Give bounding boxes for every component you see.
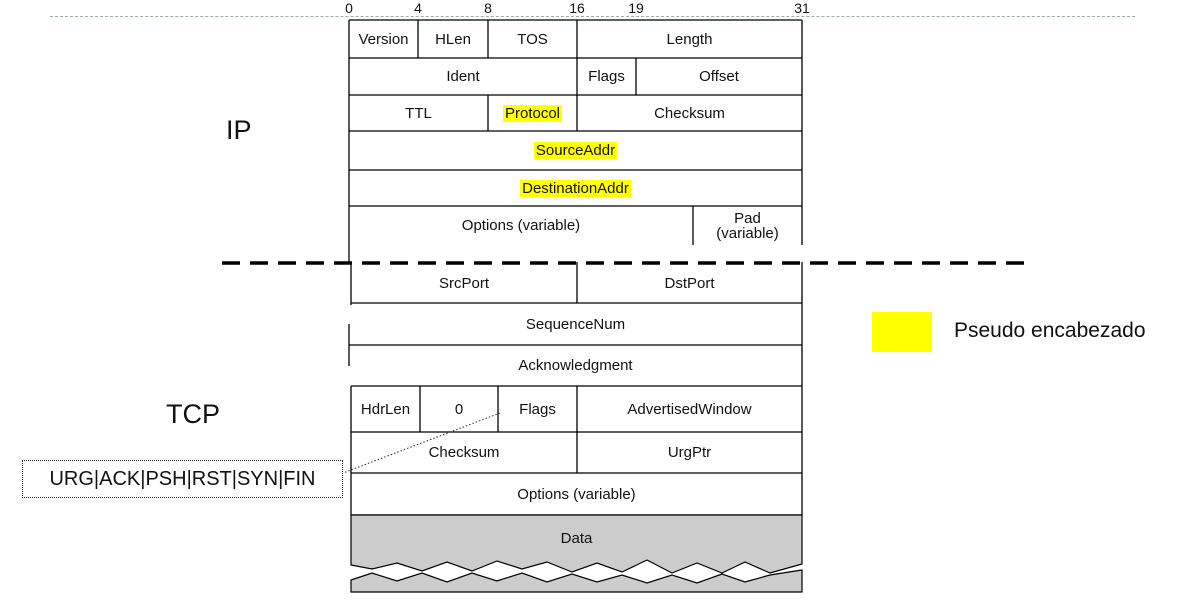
tcp-dst-port-label: DstPort	[664, 275, 715, 292]
ip-length-label: Length	[666, 30, 713, 48]
ip-offset-field: Offset	[636, 58, 802, 95]
ip-pad-label: Pad	[734, 209, 761, 227]
top-divider-line	[50, 16, 1135, 17]
tcp-zero-label: 0	[454, 400, 464, 418]
bit-label-31: 31	[794, 0, 810, 16]
ip-ident-label: Ident	[446, 68, 480, 85]
ip-section-label: IP	[226, 115, 252, 145]
ip-ident-field: Ident	[349, 58, 577, 95]
ip-flags-field: Flags	[577, 58, 636, 95]
tcp-zero-field: 0	[420, 386, 498, 432]
ip-source-addr-field: SourceAddr	[349, 131, 802, 170]
ip-version-field: Version	[349, 20, 418, 58]
tcp-sequence-num-label: SequenceNum	[525, 315, 626, 333]
bit-label-19: 19	[628, 0, 644, 16]
tcp-options-field: Options (variable)	[351, 473, 802, 515]
tcp-checksum-label: Checksum	[428, 444, 500, 461]
ip-ttl-label: TTL	[405, 104, 432, 122]
tcp-src-port-label: SrcPort	[438, 275, 489, 292]
ip-options-label: Options (variable)	[461, 217, 581, 234]
tcp-options-label: Options (variable)	[517, 485, 636, 503]
tcp-flags-callout: URG|ACK|PSH|RST|SYN|FIN	[22, 460, 343, 498]
ip-hlen-label: HLen	[435, 30, 471, 48]
tcp-checksum-field: Checksum	[351, 432, 577, 473]
ip-pad-field: Pad (variable)	[693, 206, 802, 245]
legend-label: Pseudo encabezado	[954, 319, 1146, 342]
ip-ttl-field: TTL	[349, 95, 488, 131]
tcp-advertised-window-field: AdvertisedWindow	[577, 386, 802, 432]
tcp-hdr-len-field: HdrLen	[351, 386, 420, 432]
bit-label-16: 16	[569, 0, 585, 16]
tcp-acknowledgment-label: Acknowledgment	[518, 357, 633, 374]
tcp-urg-ptr-field: UrgPtr	[577, 432, 802, 473]
tcp-dst-port-field: DstPort	[577, 264, 802, 303]
tcp-data-field: Data	[351, 522, 802, 554]
ip-protocol-field: Protocol	[488, 95, 577, 131]
ip-tos-label: TOS	[517, 30, 548, 48]
tcp-flags-callout-text: URG|ACK|PSH|RST|SYN|FIN	[49, 467, 316, 490]
ip-checksum-label: Checksum	[654, 104, 725, 122]
ip-tos-field: TOS	[488, 20, 577, 58]
ip-destination-addr-label: DestinationAddr	[520, 179, 631, 197]
ip-options-field: Options (variable)	[349, 206, 693, 245]
ip-pad-sublabel: (variable)	[716, 224, 779, 242]
tcp-advertised-window-label: AdvertisedWindow	[627, 400, 752, 418]
tcp-data-label: Data	[560, 529, 593, 547]
tcp-hdr-len-label: HdrLen	[360, 400, 411, 418]
ip-length-field: Length	[577, 20, 802, 58]
bit-label-8: 8	[484, 0, 492, 16]
ip-flags-label: Flags	[588, 68, 625, 85]
tcp-flags-label: Flags	[519, 400, 556, 418]
tcp-flags-field: Flags	[498, 386, 577, 432]
ip-destination-addr-field: DestinationAddr	[349, 170, 802, 206]
ip-checksum-field: Checksum	[577, 95, 802, 131]
tcp-src-port-field: SrcPort	[351, 264, 577, 303]
bit-label-0: 0	[345, 0, 353, 16]
tcp-section-label: TCP	[166, 399, 220, 429]
legend-color-swatch	[872, 312, 932, 352]
ip-hlen-field: HLen	[418, 20, 488, 58]
ip-source-addr-label: SourceAddr	[533, 142, 618, 159]
ip-version-label: Version	[358, 30, 409, 48]
ip-offset-label: Offset	[699, 68, 739, 85]
tcp-sequence-num-field: SequenceNum	[349, 303, 802, 345]
tcp-acknowledgment-field: Acknowledgment	[349, 345, 802, 386]
bit-label-4: 4	[414, 0, 422, 16]
ip-protocol-label: Protocol	[502, 104, 563, 122]
tcp-urg-ptr-label: UrgPtr	[667, 444, 712, 461]
